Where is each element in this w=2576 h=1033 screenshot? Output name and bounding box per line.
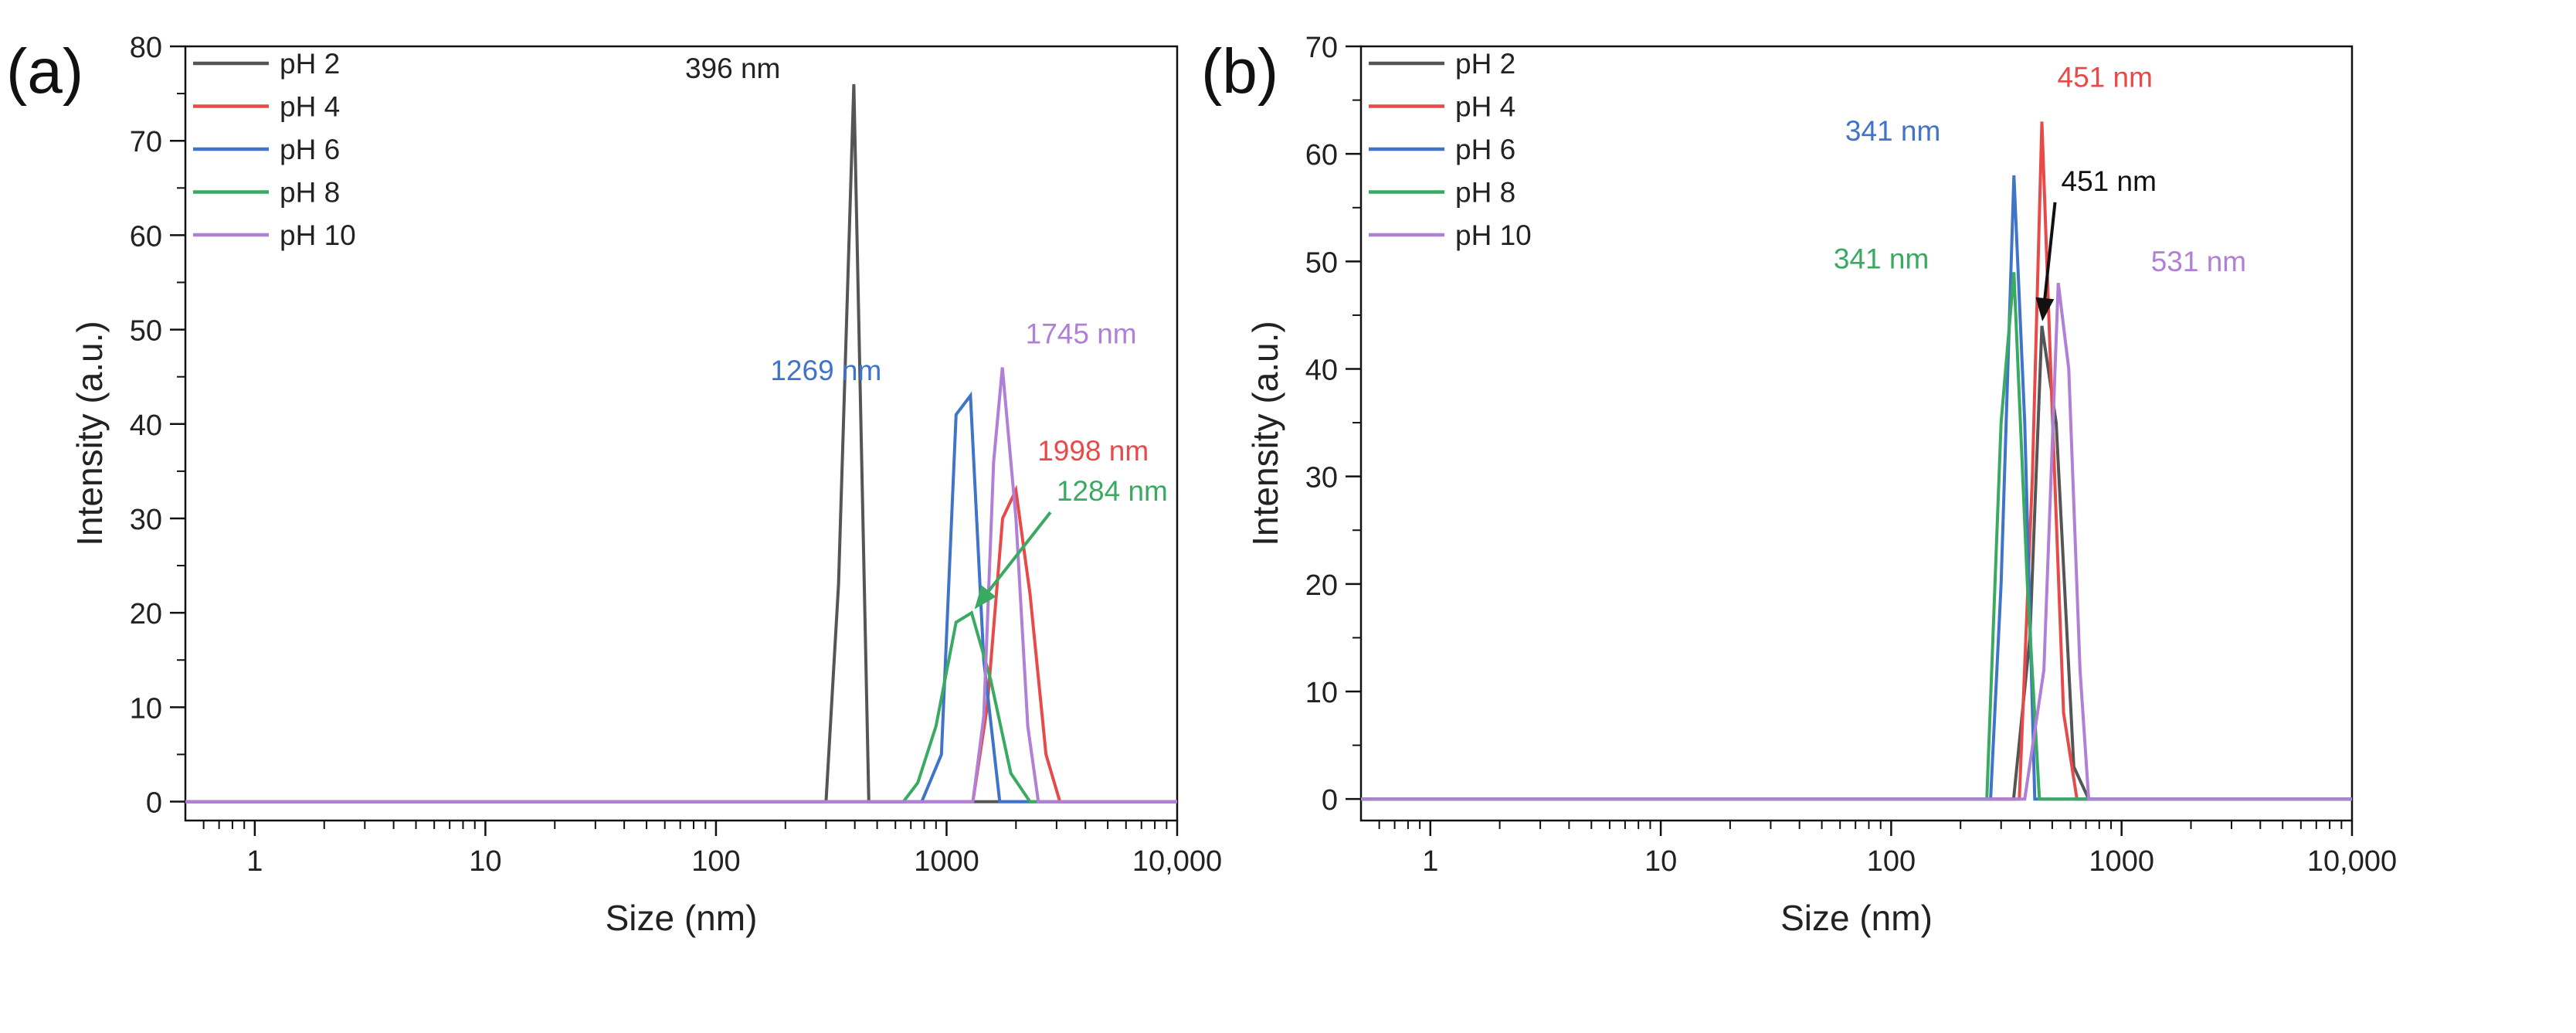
annotation-arrow-head <box>2035 297 2055 321</box>
plot-frame <box>184 45 1179 822</box>
legend-label: pH 10 <box>280 219 356 251</box>
legend-label: pH 4 <box>280 91 340 123</box>
annotation-label: 396 nm <box>685 53 780 84</box>
series-line-ph-10 <box>1361 282 2352 801</box>
panel-b: 1 10 100 1000 10,000 0 10 20 30 40 50 60 70 Size (nm)… <box>1201 32 2397 938</box>
annotation-label: 1998 nm <box>1037 435 1149 467</box>
x-axis-title: Size (nm) <box>1780 898 1933 938</box>
legend-label: pH 10 <box>1455 219 1532 251</box>
x-tick-label: 1 <box>1422 845 1438 878</box>
annotation-label: 1269 nm <box>770 355 881 386</box>
y-tick-label: 50 <box>130 315 162 348</box>
x-tick-label: 10,000 <box>1132 845 1222 878</box>
annotation-arrow-line <box>2042 202 2057 305</box>
x-tick-label: 100 <box>691 845 740 878</box>
y-tick-label: 60 <box>1305 139 1338 172</box>
y-tick-label: 20 <box>130 598 162 630</box>
x-tick-label: 10 <box>469 845 501 878</box>
annotation-label: 1745 nm <box>1026 318 1137 349</box>
x-tick-label: 10,000 <box>2307 845 2397 878</box>
y-axis-title: Intensity (a.u.) <box>1245 321 1285 545</box>
y-tick-label: 0 <box>146 787 162 820</box>
series-line-ph-2 <box>1361 325 2352 801</box>
x-tick-label: 1000 <box>914 845 979 878</box>
series-line-ph-4 <box>185 484 1177 804</box>
series-line-ph-6 <box>185 391 1177 804</box>
legend-label: pH 8 <box>280 177 340 209</box>
y-tick-label: 70 <box>1305 32 1338 64</box>
series-line-ph-8 <box>185 610 1177 804</box>
y-tick-label: 30 <box>1305 462 1338 494</box>
legend-label: pH 8 <box>1455 177 1515 209</box>
y-tick-label: 10 <box>130 692 162 725</box>
y-tick-label: 30 <box>130 504 162 536</box>
x-tick-label: 1000 <box>2089 845 2154 878</box>
series-line-ph-8 <box>1361 272 2352 801</box>
annotation-label: 451 nm <box>2062 165 2157 197</box>
y-tick-label: 40 <box>130 409 162 442</box>
annotation-label: 341 nm <box>1834 243 1929 274</box>
legend-label: pH 4 <box>1455 91 1515 123</box>
series-line-ph-10 <box>185 367 1177 804</box>
plot-frame <box>1359 45 2354 822</box>
y-axis-title: Intensity (a.u.) <box>70 321 110 545</box>
legend-label: pH 2 <box>280 48 340 80</box>
y-tick-label: 40 <box>1305 355 1338 387</box>
x-axis-title: Size (nm) <box>606 898 758 938</box>
legend-label: pH 6 <box>280 134 340 165</box>
y-tick-label: 10 <box>1305 677 1338 709</box>
panel-label: (b) <box>1201 36 1278 107</box>
annotation-arrow-line <box>983 511 1052 597</box>
annotation-arrow-head <box>974 585 996 610</box>
y-tick-label: 50 <box>1305 246 1338 279</box>
y-tick-label: 60 <box>130 220 162 253</box>
y-tick-label: 20 <box>1305 569 1338 602</box>
x-tick-label: 100 <box>1867 845 1916 878</box>
x-tick-label: 1 <box>246 845 263 878</box>
annotation-label: 1284 nm <box>1057 475 1168 507</box>
annotation-label: 531 nm <box>2151 246 2246 277</box>
panel-a: 1 10 100 1000 10,000 0 10 20 30 40 50 60 70 80 Size (n… <box>6 32 1222 938</box>
annotation-label: 341 nm <box>1845 115 1940 147</box>
x-tick-label: 10 <box>1644 845 1677 878</box>
y-tick-label: 80 <box>130 32 162 64</box>
y-tick-label: 0 <box>1322 784 1338 817</box>
legend-label: pH 6 <box>1455 134 1515 165</box>
legend-label: pH 2 <box>1455 48 1515 80</box>
y-tick-label: 70 <box>130 126 162 158</box>
annotation-label: 451 nm <box>2058 61 2153 93</box>
panel-label: (a) <box>6 36 83 107</box>
